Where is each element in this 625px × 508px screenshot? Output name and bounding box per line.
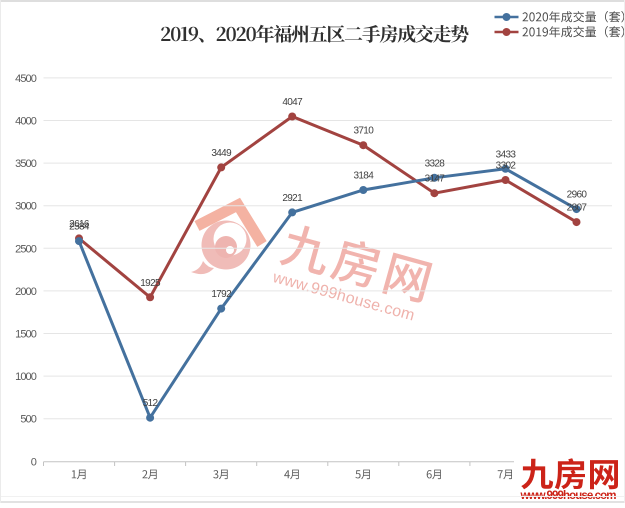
svg-text:3184: 3184 xyxy=(353,171,374,182)
svg-text:0: 0 xyxy=(31,456,37,468)
svg-text:2616: 2616 xyxy=(69,219,90,230)
svg-text:3147: 3147 xyxy=(425,174,446,185)
svg-text:3302: 3302 xyxy=(496,161,517,172)
svg-text:3000: 3000 xyxy=(15,201,37,213)
svg-text:2500: 2500 xyxy=(15,243,37,255)
svg-text:2960: 2960 xyxy=(567,190,588,201)
svg-text:4047: 4047 xyxy=(282,97,303,108)
svg-text:1000: 1000 xyxy=(15,371,37,383)
svg-text:3500: 3500 xyxy=(15,158,37,170)
svg-text:500: 500 xyxy=(20,414,36,426)
svg-text:2921: 2921 xyxy=(282,193,303,204)
svg-text:1792: 1792 xyxy=(211,289,232,300)
svg-text:3710: 3710 xyxy=(353,126,374,137)
svg-text:2807: 2807 xyxy=(567,203,588,214)
svg-text:1500: 1500 xyxy=(15,329,37,341)
svg-text:2584: 2584 xyxy=(69,222,90,233)
svg-text:3328: 3328 xyxy=(425,158,446,169)
svg-text:www.999house.com: www.999house.com xyxy=(520,490,617,502)
svg-text:1925: 1925 xyxy=(140,278,161,289)
svg-text:4500: 4500 xyxy=(15,73,37,85)
svg-text:3449: 3449 xyxy=(211,148,232,159)
svg-text:4000: 4000 xyxy=(15,116,37,128)
svg-text:3433: 3433 xyxy=(496,149,517,160)
svg-text:512: 512 xyxy=(143,398,159,409)
svg-text:2000: 2000 xyxy=(15,286,37,298)
